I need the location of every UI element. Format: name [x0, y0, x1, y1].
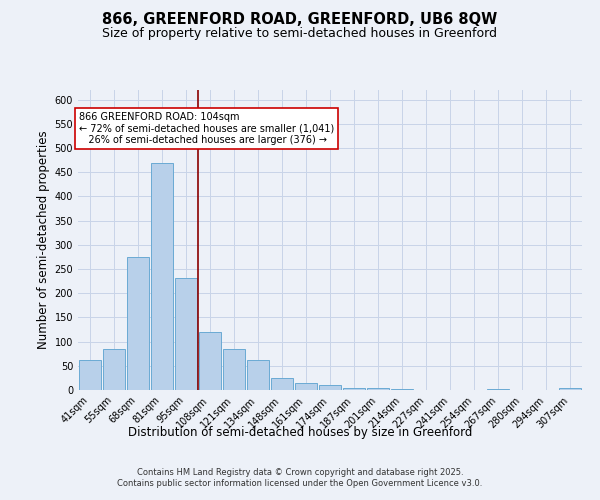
Bar — [247, 360, 269, 390]
Bar — [223, 349, 245, 390]
Bar — [367, 388, 389, 390]
Bar — [199, 332, 221, 390]
Bar — [391, 388, 413, 390]
Bar — [127, 257, 149, 390]
Text: Size of property relative to semi-detached houses in Greenford: Size of property relative to semi-detach… — [103, 28, 497, 40]
Bar — [343, 388, 365, 390]
Text: 866, GREENFORD ROAD, GREENFORD, UB6 8QW: 866, GREENFORD ROAD, GREENFORD, UB6 8QW — [103, 12, 497, 28]
Bar — [271, 378, 293, 390]
Bar — [79, 360, 101, 390]
Bar — [487, 388, 509, 390]
Bar — [103, 350, 125, 390]
Text: 866 GREENFORD ROAD: 104sqm
← 72% of semi-detached houses are smaller (1,041)
   : 866 GREENFORD ROAD: 104sqm ← 72% of semi… — [79, 112, 334, 145]
Bar — [559, 388, 581, 390]
Text: Contains HM Land Registry data © Crown copyright and database right 2025.
Contai: Contains HM Land Registry data © Crown c… — [118, 468, 482, 487]
Text: Distribution of semi-detached houses by size in Greenford: Distribution of semi-detached houses by … — [128, 426, 472, 439]
Bar — [319, 385, 341, 390]
Bar — [295, 382, 317, 390]
Y-axis label: Number of semi-detached properties: Number of semi-detached properties — [37, 130, 50, 350]
Bar — [151, 162, 173, 390]
Bar — [175, 278, 197, 390]
